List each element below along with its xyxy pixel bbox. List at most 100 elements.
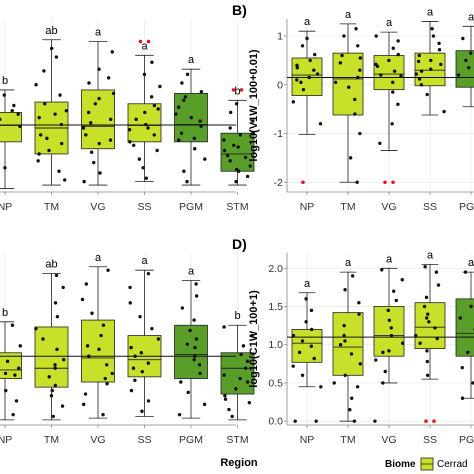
data-point <box>64 108 69 113</box>
data-point <box>143 110 147 115</box>
data-point <box>3 371 8 376</box>
data-point <box>417 77 422 81</box>
data-point <box>230 414 234 419</box>
data-point <box>127 128 132 132</box>
data-point <box>53 366 57 370</box>
data-point <box>89 121 93 125</box>
data-point <box>192 357 196 362</box>
data-point <box>234 179 238 184</box>
significance-letter: b <box>2 75 8 87</box>
data-point <box>101 323 106 327</box>
data-point <box>338 343 343 347</box>
data-point <box>140 409 144 413</box>
y-tick-label: -2 <box>274 177 283 189</box>
data-point <box>343 339 347 343</box>
data-point <box>97 67 101 71</box>
data-point <box>93 102 98 106</box>
data-point <box>350 274 355 278</box>
data-point <box>355 180 359 184</box>
data-point <box>358 131 362 136</box>
y-tick-label: 1 <box>277 31 283 43</box>
x-tick-label: VG <box>90 434 105 446</box>
data-point <box>251 119 255 123</box>
data-point <box>418 341 422 345</box>
data-point <box>42 69 46 73</box>
significance-letter: a <box>345 9 352 21</box>
x-tick-label: TM <box>44 201 59 213</box>
data-point <box>138 314 142 319</box>
data-point <box>144 176 149 180</box>
data-point <box>461 36 465 41</box>
x-tick-label: NP <box>0 201 12 213</box>
data-point <box>179 131 184 135</box>
data-point <box>140 369 144 374</box>
data-point <box>417 53 421 58</box>
significance-letter: b <box>234 85 240 97</box>
data-point <box>13 373 17 377</box>
data-point <box>192 318 196 322</box>
data-point <box>291 364 295 368</box>
data-point <box>439 62 443 67</box>
x-tick-label: NP <box>300 201 315 213</box>
data-point <box>304 320 308 324</box>
data-point <box>394 298 398 303</box>
box-pgm <box>455 50 474 88</box>
data-point <box>14 399 19 403</box>
data-point <box>386 308 390 313</box>
data-point <box>238 376 242 381</box>
data-point <box>424 295 429 300</box>
data-point <box>87 81 91 85</box>
data-point <box>144 122 148 127</box>
data-point <box>176 138 181 142</box>
data-point <box>47 148 51 153</box>
box-tm <box>332 312 364 376</box>
data-point <box>146 271 151 276</box>
data-point <box>0 117 2 122</box>
data-point <box>99 333 103 338</box>
data-point <box>381 350 385 355</box>
box-np <box>291 329 323 363</box>
data-point <box>58 93 62 97</box>
data-point <box>134 117 138 122</box>
panel-label: B) <box>232 2 247 18</box>
data-point <box>41 337 45 341</box>
box-np <box>291 57 323 96</box>
data-point <box>101 412 105 417</box>
data-point <box>460 365 464 370</box>
data-point <box>182 169 186 173</box>
data-point <box>245 174 250 179</box>
x-tick-label: PGM <box>459 201 474 213</box>
data-point <box>467 66 471 70</box>
data-point <box>247 400 252 405</box>
data-point <box>414 333 418 338</box>
data-point <box>129 345 133 350</box>
data-point <box>90 311 94 315</box>
data-point <box>357 312 361 316</box>
data-point <box>358 56 363 60</box>
data-point <box>291 333 296 338</box>
data-point <box>188 328 192 333</box>
data-point <box>98 171 102 175</box>
significance-letter: a <box>386 17 393 29</box>
outlier-point <box>424 419 428 423</box>
data-point <box>150 60 154 64</box>
data-point <box>313 52 317 57</box>
data-point <box>108 138 113 142</box>
data-point <box>241 344 246 348</box>
data-point <box>228 126 232 130</box>
y-tick-label: 0 <box>277 79 283 91</box>
data-point <box>60 404 65 408</box>
data-point <box>63 178 67 182</box>
outlier-point <box>383 180 387 185</box>
data-point <box>456 73 461 77</box>
data-point <box>469 51 473 55</box>
data-point <box>84 282 89 286</box>
data-point <box>353 112 357 116</box>
data-point <box>59 122 64 127</box>
x-tick-label: PGM <box>459 434 474 446</box>
data-point <box>53 301 58 305</box>
outlier-point <box>391 180 395 185</box>
data-point <box>222 325 226 329</box>
data-point <box>152 133 156 137</box>
